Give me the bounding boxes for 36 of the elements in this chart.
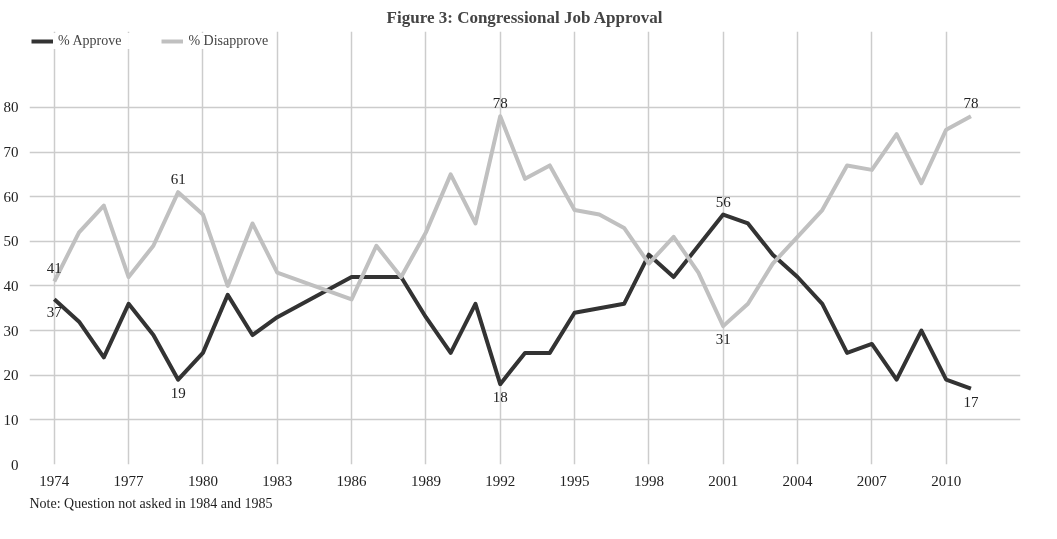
- y-tick-label: 20: [3, 367, 19, 384]
- y-tick-label: 80: [3, 99, 19, 116]
- annotation: 78: [963, 95, 979, 112]
- legend-label: % Disapprove: [188, 33, 269, 49]
- annotation: 56: [715, 193, 732, 210]
- x-tick-label: 1992: [485, 472, 516, 489]
- annotation: 37: [46, 304, 63, 321]
- annotation: 78: [492, 95, 508, 112]
- x-tick-label: 1986: [336, 472, 368, 489]
- x-tick-label: 1974: [39, 472, 70, 489]
- x-tick-label: 1998: [633, 472, 664, 489]
- x-tick-label: 2004: [782, 472, 814, 489]
- x-tick-label: 1995: [559, 472, 590, 489]
- x-tick-label: 2001: [708, 472, 739, 489]
- x-tick-label: 1989: [410, 472, 441, 489]
- annotation: 41: [46, 260, 62, 277]
- annotation: 17: [963, 393, 979, 410]
- text: Note: Question not asked in 1984 and 1985: [29, 495, 273, 511]
- legend-label: % Approve: [58, 33, 122, 49]
- x-tick-label: 2010: [931, 472, 962, 489]
- x-tick-label: 1983: [262, 472, 293, 489]
- annotation: 31: [715, 331, 731, 348]
- y-tick-label: 40: [3, 277, 19, 294]
- chart-title: Figure 3: Congressional Job Approval: [386, 7, 663, 27]
- x-tick-label: 1980: [187, 472, 218, 489]
- annotation: 19: [170, 384, 186, 401]
- y-tick-label: 70: [3, 144, 19, 161]
- y-tick-label: 0: [11, 456, 19, 473]
- annotation: 18: [492, 389, 508, 406]
- x-tick-label: 1977: [113, 472, 145, 489]
- annotation: 61: [170, 171, 186, 188]
- y-tick-label: 10: [3, 411, 19, 428]
- y-tick-label: 30: [3, 322, 19, 339]
- x-tick-label: 2007: [856, 472, 888, 489]
- y-tick-label: 50: [3, 233, 19, 250]
- y-tick-label: 60: [3, 188, 19, 205]
